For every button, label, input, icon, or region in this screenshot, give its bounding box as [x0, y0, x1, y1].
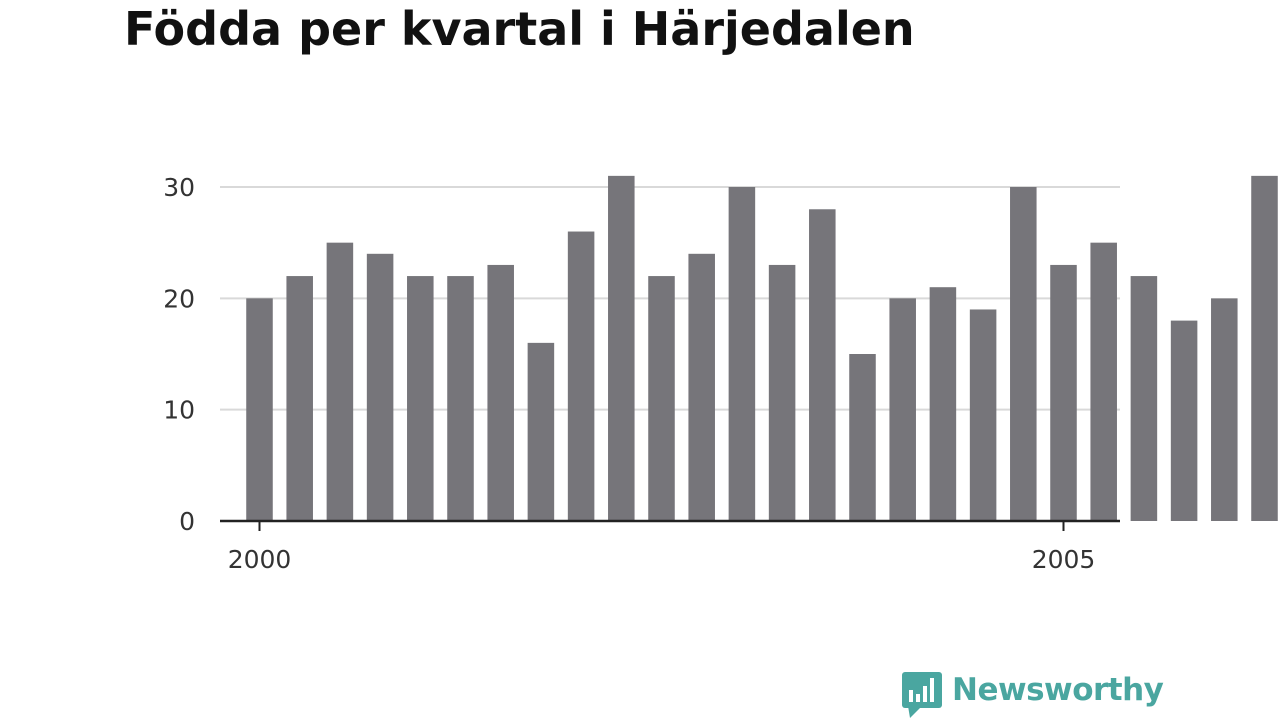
- bar: [567, 231, 595, 522]
- bar: [1050, 264, 1077, 521]
- bar: [326, 242, 354, 521]
- newsworthy-logo-icon: [902, 672, 942, 718]
- newsworthy-logo: Newsworthy: [902, 668, 1164, 720]
- y-axis-ticks: 0 10 20 30: [163, 173, 195, 536]
- bar: [768, 264, 796, 521]
- y-tick-label: 0: [179, 507, 195, 536]
- brand-name: Newsworthy: [952, 672, 1164, 708]
- bar: [728, 187, 756, 521]
- bar: [929, 287, 957, 521]
- bar: [1010, 187, 1037, 521]
- bar: [527, 342, 555, 521]
- bar: [407, 276, 434, 521]
- bars: [246, 175, 1278, 522]
- bar: [889, 298, 916, 521]
- bar: [286, 276, 313, 521]
- bar: [487, 264, 514, 521]
- bar: [809, 209, 836, 521]
- y-tick-label: 30: [163, 173, 195, 202]
- bar: [1130, 276, 1158, 521]
- bar: [1090, 242, 1117, 521]
- bar: [1211, 298, 1238, 521]
- x-tick-label: 2000: [228, 545, 292, 574]
- bar: [969, 309, 997, 521]
- bar: [447, 276, 474, 521]
- chart-title: Födda per kvartal i Härjedalen: [124, 2, 915, 56]
- bar: [1170, 320, 1198, 521]
- x-tick-label: 2005: [1032, 545, 1096, 574]
- bar: [688, 253, 715, 522]
- bar: [246, 298, 273, 521]
- bar: [608, 175, 635, 521]
- bar: [648, 276, 675, 521]
- y-tick-label: 10: [163, 396, 195, 425]
- bar: [366, 253, 394, 522]
- bar: [849, 354, 876, 521]
- x-axis-ticks: 200020052010201520202025: [228, 521, 1096, 574]
- y-tick-label: 20: [163, 284, 195, 313]
- bar: [1251, 175, 1278, 521]
